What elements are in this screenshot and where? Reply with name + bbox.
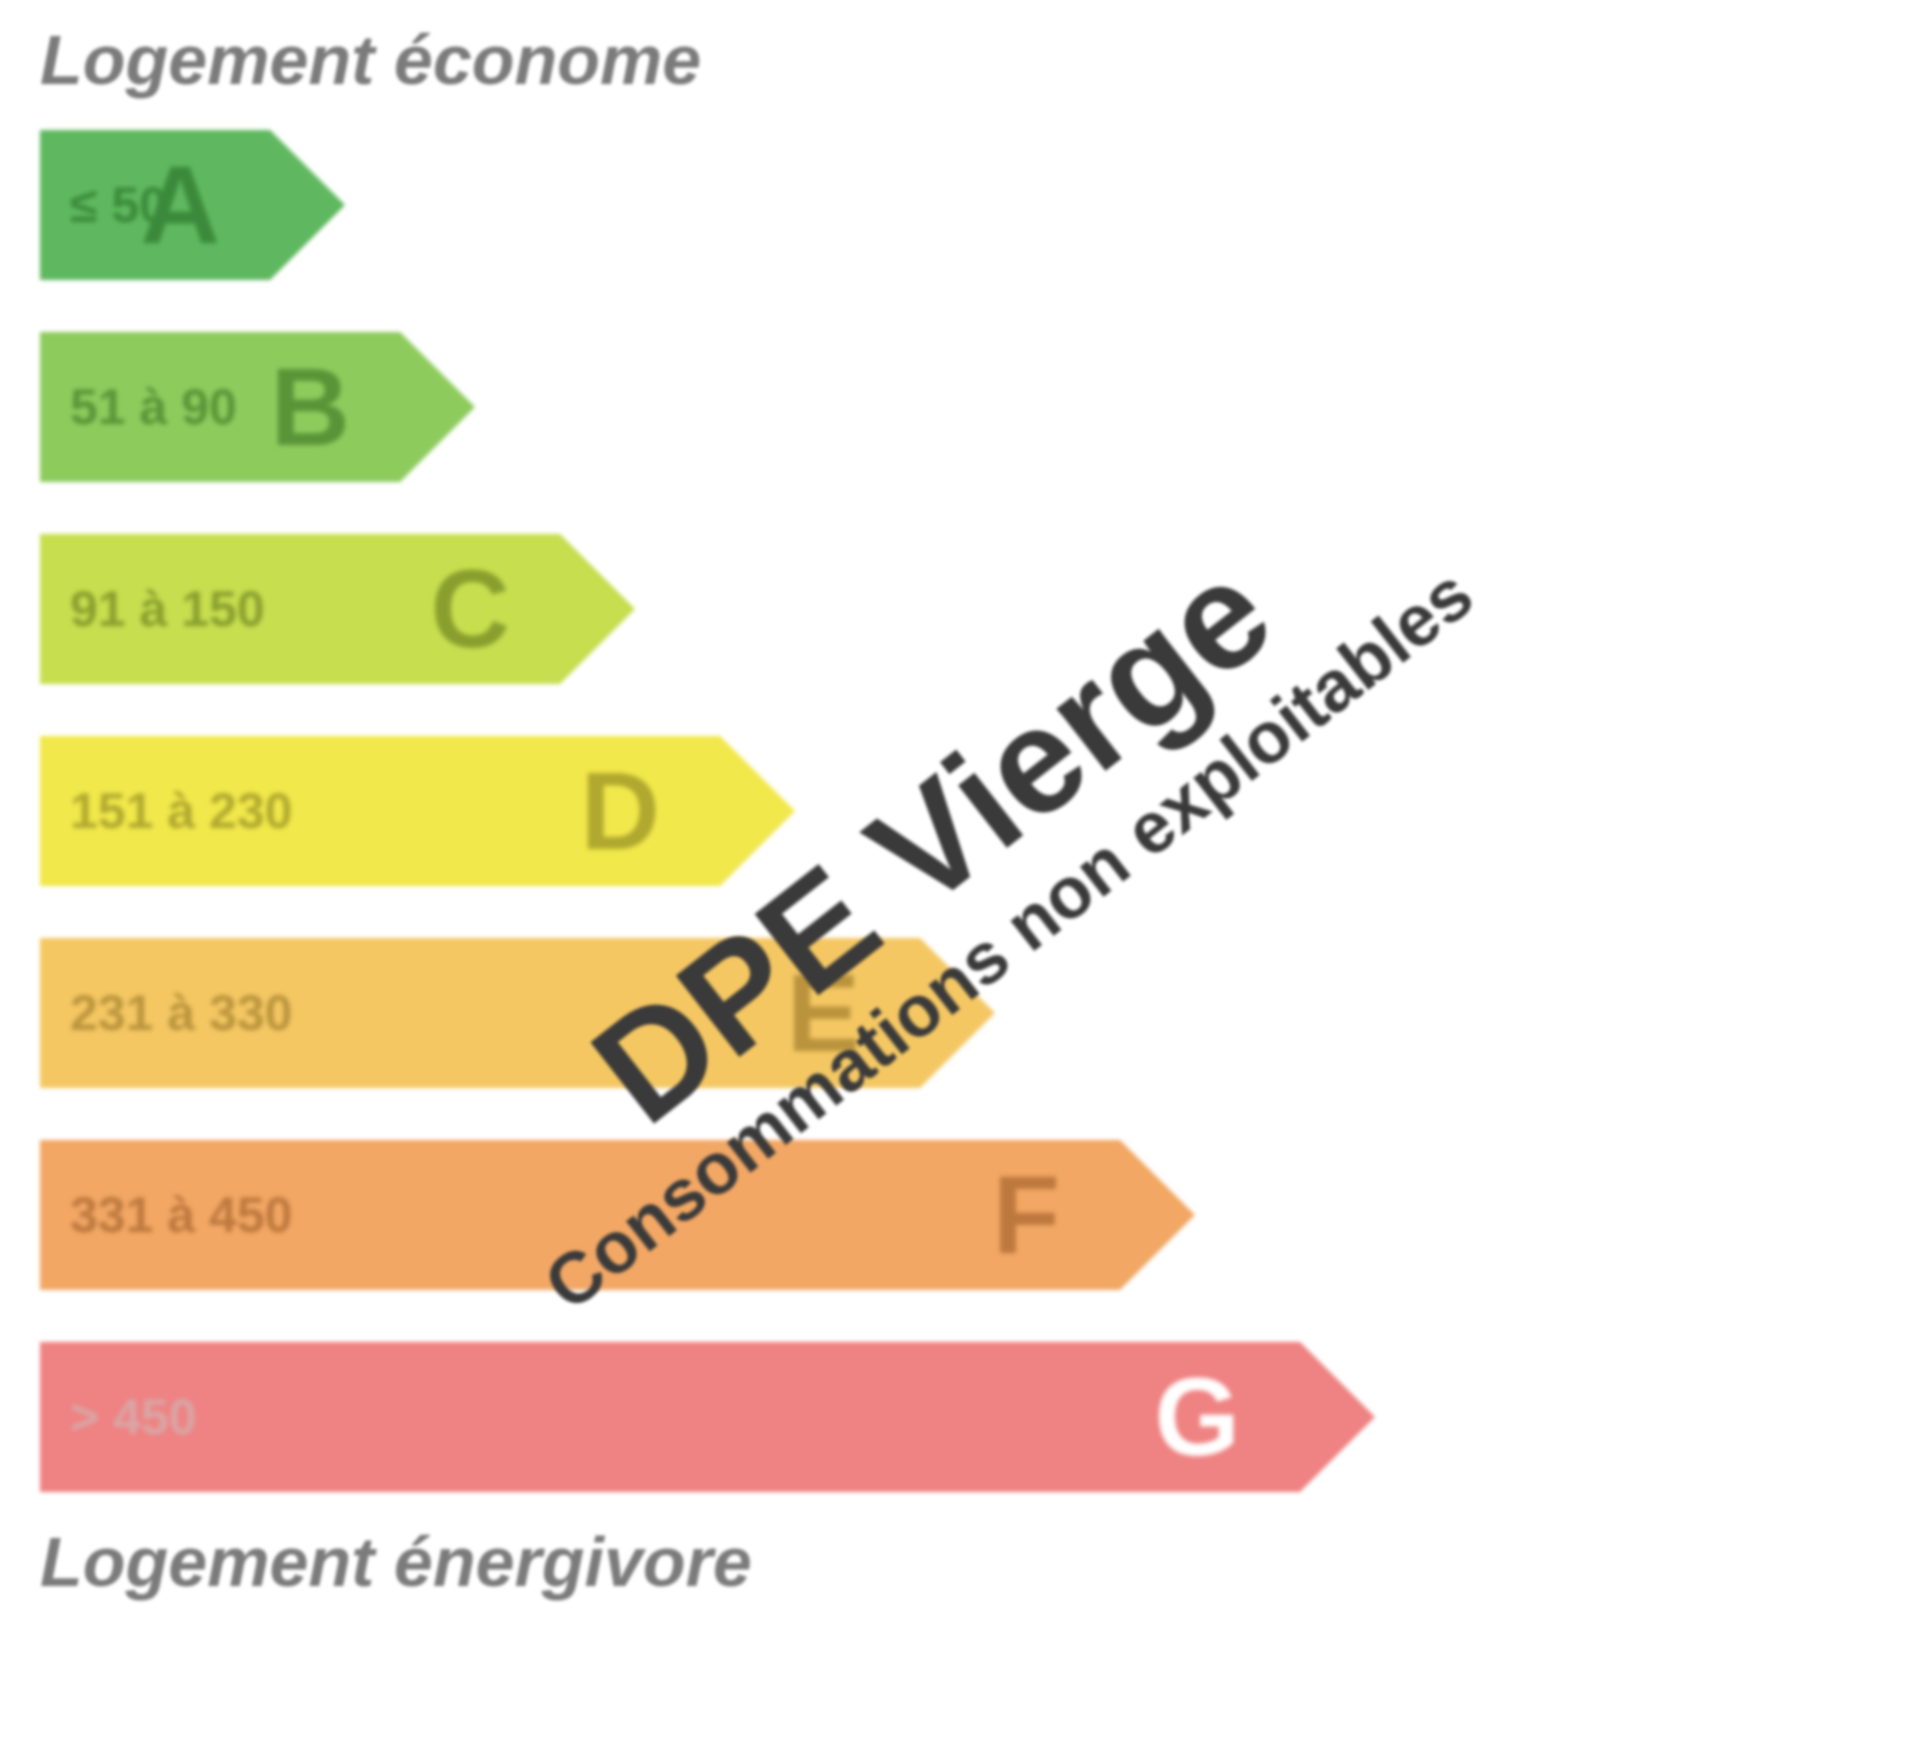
bar-f: 331 à 450 F (40, 1140, 1195, 1290)
bar-row-e: 231 à 330 E (40, 938, 1880, 1088)
grade-label: F (993, 1152, 1060, 1279)
grade-label: D (581, 748, 660, 875)
bar-a: ≤ 50A (40, 130, 345, 280)
bar-arrow-icon (1120, 1140, 1195, 1290)
range-label: 231 à 330 (70, 984, 292, 1042)
bar-d: 151 à 230 D (40, 736, 795, 886)
footer-label: Logement énergivore (40, 1522, 1880, 1602)
bar-arrow-icon (560, 534, 635, 684)
bar-body: > 450 G (40, 1342, 1300, 1492)
grade-label: E (787, 950, 860, 1077)
grade-label: B (271, 344, 350, 471)
range-label: 331 à 450 (70, 1186, 292, 1244)
dpe-chart: Logement économe ≤ 50A 51 à 90 B 91 à 150 C 1… (0, 0, 1920, 1754)
bar-body: 51 à 90 B (40, 332, 400, 482)
bar-row-f: 331 à 450 F (40, 1140, 1880, 1290)
bar-row-b: 51 à 90 B (40, 332, 1880, 482)
bar-arrow-icon (720, 736, 795, 886)
bar-e: 231 à 330 E (40, 938, 995, 1088)
bar-body: 231 à 330 E (40, 938, 920, 1088)
bars-container: ≤ 50A 51 à 90 B 91 à 150 C 151 à 230 D 231 à 33… (40, 130, 1880, 1492)
bar-row-d: 151 à 230 D (40, 736, 1880, 886)
bar-body: 91 à 150 C (40, 534, 560, 684)
bar-b: 51 à 90 B (40, 332, 475, 482)
bar-row-a: ≤ 50A (40, 130, 1880, 280)
range-label: 151 à 230 (70, 782, 292, 840)
range-label: 51 à 90 (70, 378, 237, 436)
bar-arrow-icon (920, 938, 995, 1088)
bar-row-g: > 450 G (40, 1342, 1880, 1492)
grade-label: C (431, 546, 510, 673)
range-label: > 450 (70, 1388, 197, 1446)
bar-arrow-icon (400, 332, 475, 482)
bar-g: > 450 G (40, 1342, 1375, 1492)
grade-label: A (141, 142, 220, 269)
header-label: Logement économe (40, 20, 1880, 100)
bar-arrow-icon (270, 130, 345, 280)
bar-body: 331 à 450 F (40, 1140, 1120, 1290)
bar-arrow-icon (1300, 1342, 1375, 1492)
range-label: 91 à 150 (70, 580, 265, 638)
bar-body: ≤ 50A (40, 130, 270, 280)
bar-c: 91 à 150 C (40, 534, 635, 684)
bar-row-c: 91 à 150 C (40, 534, 1880, 684)
grade-label: G (1154, 1354, 1240, 1481)
bar-body: 151 à 230 D (40, 736, 720, 886)
